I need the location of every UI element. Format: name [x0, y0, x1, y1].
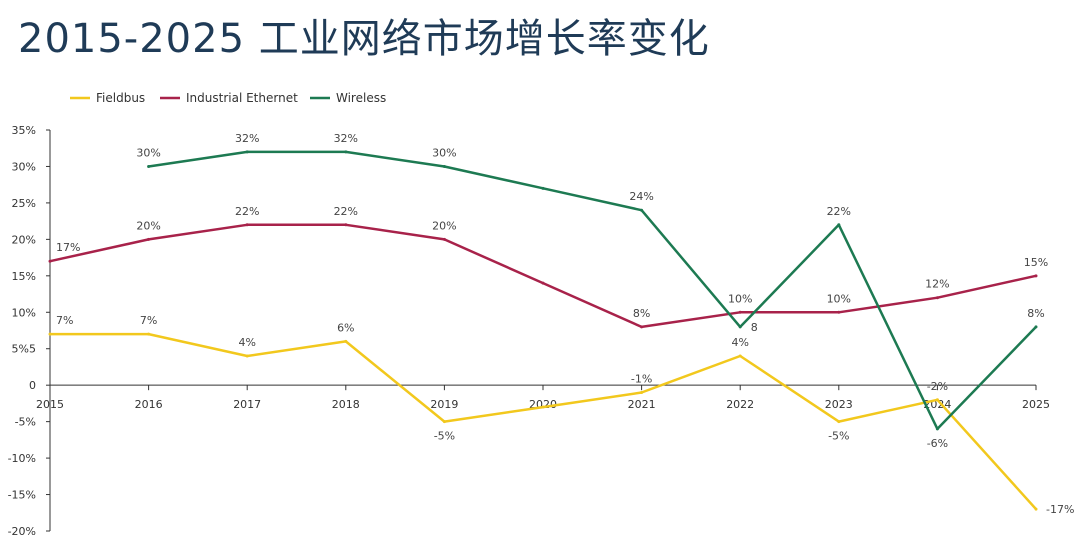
x-tick-label: 2015 [36, 398, 64, 411]
data-label-fieldbus: 4% [731, 336, 748, 349]
data-point-fieldbus [245, 354, 249, 358]
data-label-fieldbus: -17% [1046, 503, 1074, 516]
x-tick-label: 2018 [332, 398, 360, 411]
data-point-fieldbus [640, 390, 644, 394]
data-point-fieldbus [837, 420, 841, 424]
x-tick-label: 2016 [135, 398, 163, 411]
data-point-fieldbus [442, 420, 446, 424]
data-label-wireless: 22% [827, 205, 851, 218]
y-tick-label: 10% [12, 306, 36, 319]
legend: Fieldbus Industrial Ethernet Wireless [70, 91, 386, 105]
data-point-wireless [738, 325, 742, 329]
chart-title: 2015-2025 工业网络市场增长率变化 [18, 16, 710, 62]
x-axis: 2015 2016 2017 2018 2019 2020 2021 2022 2023 2024… [36, 384, 1050, 411]
data-label-industrial_ethernet: 20% [432, 219, 456, 232]
data-label-fieldbus: 7% [56, 314, 73, 327]
legend-label-industrial_ethernet: Industrial Ethernet [186, 91, 298, 105]
y-axis: 35% 30% 25% 20% 15% 10% 5%5 0 -5% -10% -15% -20% [8, 124, 51, 538]
legend-label-fieldbus: Fieldbus [96, 91, 145, 105]
data-point-fieldbus [48, 332, 52, 336]
data-point-wireless [1034, 325, 1038, 329]
data-point-industrial_ethernet [442, 237, 446, 241]
data-label-fieldbus: 6% [337, 321, 354, 334]
y-tick-label: 0 [29, 379, 36, 392]
data-point-fieldbus [147, 332, 151, 336]
data-label-wireless: 30% [136, 146, 160, 159]
data-point-wireless [147, 164, 151, 168]
x-tick-label: 2019 [430, 398, 458, 411]
y-tick-label: -5% [15, 416, 36, 429]
data-label-wireless: 30% [432, 146, 456, 159]
x-tick-label: 2017 [233, 398, 261, 411]
data-point-wireless [837, 223, 841, 227]
legend-label-wireless: Wireless [336, 91, 386, 105]
data-label-fieldbus: -5% [828, 430, 849, 443]
series-lines [48, 150, 1038, 511]
y-tick-label: 35% [12, 124, 36, 137]
data-point-wireless [640, 208, 644, 212]
data-label-fieldbus: 7% [140, 314, 157, 327]
y-tick-label: 15% [12, 270, 36, 283]
data-point-industrial_ethernet [738, 310, 742, 314]
data-point-wireless [935, 427, 939, 431]
data-labels: 7% 7% 4% 6% -5% -1% 4% -5% -2% -17% 17% 20% 22% 22% 20… [56, 132, 1074, 516]
data-point-industrial_ethernet [640, 325, 644, 329]
data-point-wireless [344, 150, 348, 154]
x-tick-label: 2021 [628, 398, 656, 411]
data-point-fieldbus [935, 398, 939, 402]
data-label-industrial_ethernet: 22% [235, 205, 259, 218]
data-label-wireless: 8 [751, 321, 758, 334]
x-tick-label: 2023 [825, 398, 853, 411]
series-line-industrial_ethernet [49, 223, 1037, 329]
data-point-wireless [541, 186, 545, 190]
data-label-wireless: 8% [1027, 307, 1044, 320]
data-point-industrial_ethernet [344, 223, 348, 227]
series-line-wireless [148, 150, 1037, 431]
data-point-wireless [442, 164, 446, 168]
data-point-industrial_ethernet [541, 281, 545, 285]
data-label-industrial_ethernet: 10% [728, 292, 752, 305]
y-tick-label: -15% [8, 489, 36, 502]
data-label-industrial_ethernet: 22% [334, 205, 358, 218]
data-label-fieldbus: -2% [927, 380, 948, 393]
data-point-wireless [245, 150, 249, 154]
data-label-industrial_ethernet: 20% [136, 219, 160, 232]
x-tick-label: 2022 [726, 398, 754, 411]
data-point-fieldbus [344, 339, 348, 343]
data-label-fieldbus: -5% [434, 430, 455, 443]
y-tick-label: -20% [8, 525, 36, 538]
y-tick-label: 30% [12, 160, 36, 173]
data-label-industrial_ethernet: 15% [1024, 256, 1048, 269]
data-point-industrial_ethernet [48, 259, 52, 263]
y-tick-label: 5%5 [12, 343, 36, 356]
data-point-industrial_ethernet [245, 223, 249, 227]
data-point-fieldbus [738, 354, 742, 358]
y-tick-label: 20% [12, 233, 36, 246]
series-line-fieldbus [50, 332, 1037, 510]
data-label-industrial_ethernet: 10% [827, 292, 851, 305]
data-label-wireless: -6% [927, 437, 948, 450]
data-label-industrial_ethernet: 17% [56, 241, 80, 254]
data-label-fieldbus: -1% [631, 372, 652, 385]
data-label-wireless: 32% [235, 132, 259, 145]
data-point-industrial_ethernet [1034, 274, 1038, 278]
data-point-fieldbus [1034, 507, 1038, 511]
data-point-industrial_ethernet [935, 296, 939, 300]
y-tick-label: 25% [12, 197, 36, 210]
data-label-wireless: 32% [334, 132, 358, 145]
data-label-industrial_ethernet: 8% [633, 307, 650, 320]
y-tick-label: -10% [8, 452, 36, 465]
data-label-fieldbus: 4% [238, 336, 255, 349]
data-label-industrial_ethernet: 12% [925, 278, 949, 291]
x-tick-label: 2025 [1022, 398, 1050, 411]
data-label-wireless: 24% [629, 190, 653, 203]
data-point-industrial_ethernet [147, 237, 151, 241]
data-point-fieldbus [541, 405, 545, 409]
data-point-industrial_ethernet [837, 310, 841, 314]
